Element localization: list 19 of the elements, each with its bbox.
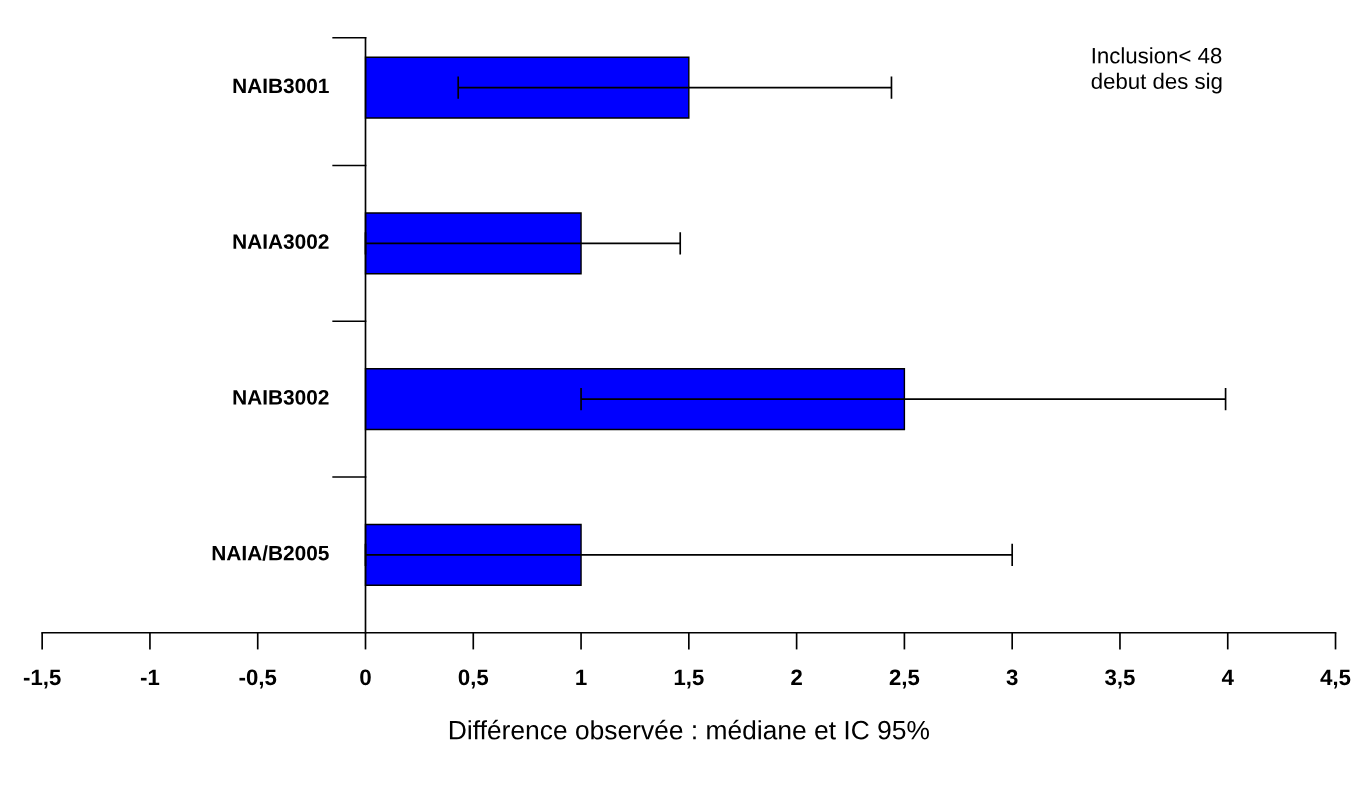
x-tick-label: 2 <box>791 669 802 685</box>
x-tick-label: -1,5 <box>23 669 61 689</box>
x-tick-label: 4 <box>1221 669 1234 685</box>
y-tick-label: NAIA3002 <box>233 234 329 249</box>
annotation: Inclusion< 48 debut des sig <box>1091 47 1222 94</box>
x-tick-label: 0,5 <box>458 669 489 689</box>
x-tick-label: -1 <box>140 669 160 685</box>
x-tick-label: 0 <box>360 669 371 686</box>
x-tick-label: 1 <box>576 669 587 685</box>
x-tick-label: 3 <box>1006 669 1018 686</box>
y-tick-label: NAIB3002 <box>233 389 329 405</box>
x-tick-label: 3,5 <box>1105 669 1135 689</box>
x-tick-label: 4,5 <box>1320 669 1351 689</box>
x-tick-label: 2,5 <box>889 669 920 689</box>
y-tick-label: NAIB3001 <box>233 78 329 94</box>
y-tick-label: NAIA/B2005 <box>212 545 329 561</box>
x-axis-title: Différence observée : médiane et IC 95% <box>449 719 929 740</box>
x-tick-label: -0,5 <box>239 669 277 689</box>
x-tick-label: 1,5 <box>674 669 704 689</box>
